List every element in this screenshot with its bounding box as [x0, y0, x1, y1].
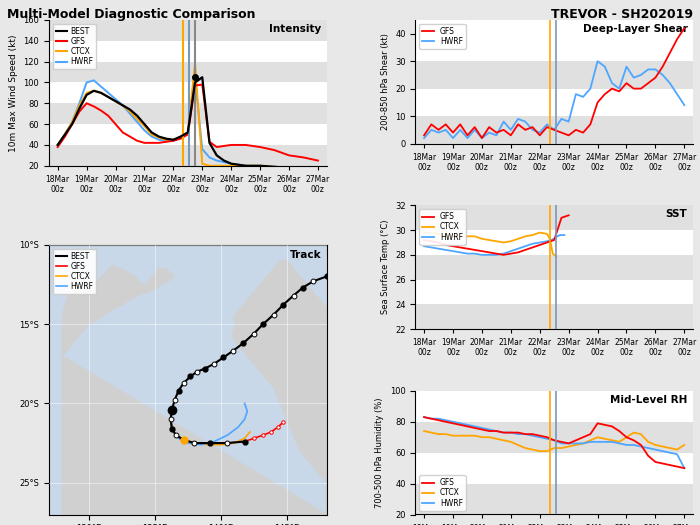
Bar: [415, 304, 693, 329]
Bar: [415, 205, 693, 230]
Text: Multi-Model Diagnostic Comparison: Multi-Model Diagnostic Comparison: [7, 8, 256, 21]
Legend: GFS, CTCX, HWRF: GFS, CTCX, HWRF: [419, 475, 466, 511]
Text: Mid-Level RH: Mid-Level RH: [610, 395, 687, 405]
Text: Deep-Layer Shear: Deep-Layer Shear: [582, 24, 687, 34]
Bar: [415, 61, 693, 89]
Legend: GFS, CTCX, HWRF: GFS, CTCX, HWRF: [419, 209, 466, 245]
Legend: BEST, GFS, CTCX, HWRF: BEST, GFS, CTCX, HWRF: [52, 248, 97, 294]
Bar: [49, 103, 327, 124]
Bar: [49, 20, 327, 41]
Legend: GFS, HWRF: GFS, HWRF: [419, 24, 466, 49]
Legend: BEST, GFS, CTCX, HWRF: BEST, GFS, CTCX, HWRF: [52, 24, 97, 69]
Bar: [415, 484, 693, 514]
Bar: [49, 61, 327, 82]
Y-axis label: 700-500 hPa Humidity (%): 700-500 hPa Humidity (%): [375, 397, 384, 508]
Y-axis label: 10m Max Wind Speed (kt): 10m Max Wind Speed (kt): [9, 34, 18, 152]
Y-axis label: Sea Surface Temp (°C): Sea Surface Temp (°C): [381, 220, 389, 314]
Text: SST: SST: [666, 209, 687, 219]
Polygon shape: [174, 274, 234, 356]
Text: Track: Track: [289, 250, 321, 260]
Text: Intensity: Intensity: [269, 24, 321, 34]
Bar: [415, 255, 693, 280]
Bar: [49, 145, 327, 166]
Bar: [415, 116, 693, 143]
Bar: [415, 422, 693, 453]
Polygon shape: [62, 260, 327, 514]
Y-axis label: 200-850 hPa Shear (kt): 200-850 hPa Shear (kt): [381, 33, 389, 130]
Text: TREVOR - SH202019: TREVOR - SH202019: [551, 8, 693, 21]
